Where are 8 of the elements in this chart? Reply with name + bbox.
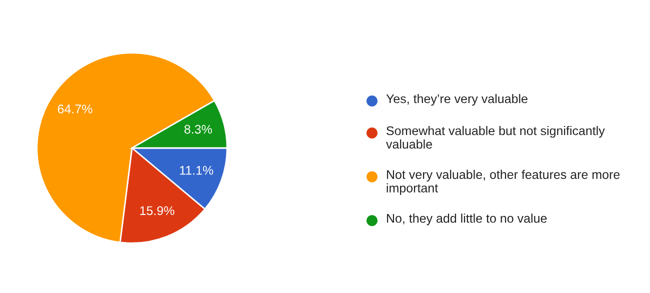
legend-label: Yes, they’re very valuable	[386, 94, 528, 106]
legend-label: Somewhat valuable but not significantly valuable	[386, 126, 605, 149]
legend-label: No, they add little to no value	[387, 214, 547, 226]
data-label: 11.1%	[180, 166, 214, 175]
data-label: 8.3%	[184, 124, 212, 134]
data-label: 15.9%	[140, 206, 174, 216]
data-label: 64.7%	[58, 104, 92, 114]
legend-label: Not very valuable, other features are more important	[386, 170, 620, 195]
